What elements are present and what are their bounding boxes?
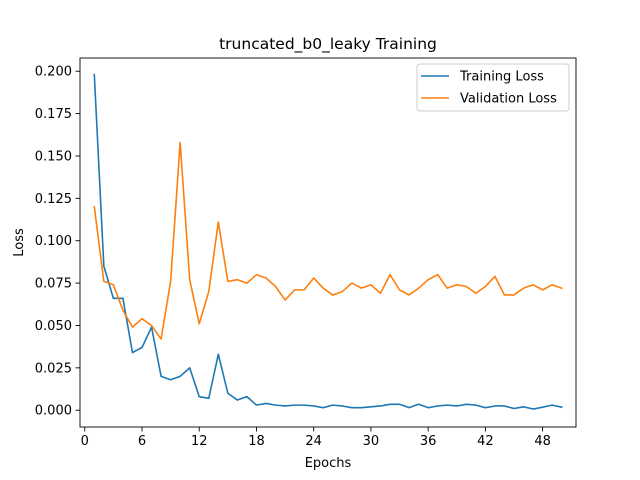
series-line-validation-loss	[93, 141, 563, 340]
chart-title: truncated_b0_leaky Training	[219, 35, 437, 54]
y-axis-label: Loss	[12, 228, 27, 257]
y-tick-label: 0.050	[35, 319, 72, 334]
y-tick-label: 0.175	[35, 107, 72, 122]
x-tick-label: 24	[305, 434, 322, 449]
x-tick-label: 36	[420, 434, 437, 449]
x-tick-label: 12	[191, 434, 208, 449]
y-tick-label: 0.150	[35, 149, 72, 164]
legend-label-validation-loss: Validation Loss	[460, 92, 557, 107]
legend: Training Loss Validation Loss	[416, 63, 570, 112]
y-tick-label: 0.000	[35, 404, 72, 419]
series-line-training-loss	[93, 73, 563, 410]
x-tick-label: 48	[534, 434, 551, 449]
plot-frame	[79, 57, 577, 428]
x-tick-label: 18	[248, 434, 265, 449]
x-tick-label: 42	[477, 434, 494, 449]
y-tick-label: 0.100	[35, 234, 72, 249]
x-tick-label: 0	[81, 434, 89, 449]
x-axis-label: Epochs	[305, 456, 352, 471]
legend-box	[416, 63, 570, 112]
y-tick-label: 0.200	[35, 65, 72, 80]
y-tick-label: 0.125	[35, 192, 72, 207]
plot-area: 0 6 12 18 24 30 36 42 48 0.000 0.025 0.050 0.075 0.10…	[35, 57, 577, 449]
x-tick-label: 30	[363, 434, 380, 449]
legend-label-training-loss: Training Loss	[459, 70, 544, 85]
x-tick-label: 6	[138, 434, 146, 449]
y-tick-label: 0.075	[35, 277, 72, 292]
y-tick-label: 0.025	[35, 361, 72, 376]
